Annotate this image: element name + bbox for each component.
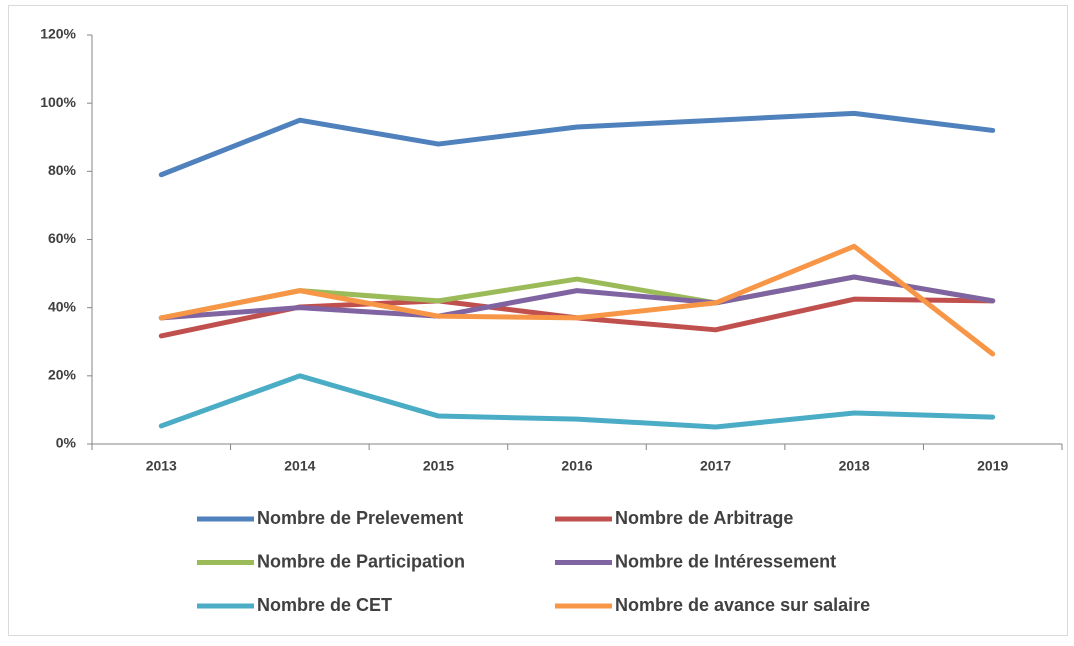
y-tick-label: 0% [56,435,77,451]
x-tick-label: 2014 [284,458,315,474]
legend-label: Nombre de avance sur salaire [615,595,870,615]
y-tick-label: 80% [48,162,77,178]
legend-label: Nombre de CET [257,595,392,615]
legend-label: Nombre de Arbitrage [615,508,793,528]
series-line [158,373,996,430]
chart-border [8,5,1068,636]
y-tick-label: 100% [40,94,76,110]
series-line [158,274,996,321]
x-tick-label: 2017 [700,458,731,474]
x-tick-label: 2018 [839,458,870,474]
y-tick-label: 120% [40,26,76,42]
x-tick-label: 2019 [977,458,1008,474]
series-line [158,243,996,357]
legend-label: Nombre de Prelevement [257,508,463,528]
x-tick-label: 2015 [423,458,454,474]
y-tick-label: 40% [48,298,77,314]
y-tick-label: 60% [48,230,77,246]
legend-label: Nombre de Participation [257,551,465,571]
legend-label: Nombre de Intéressement [615,551,836,571]
series-line [158,110,996,178]
y-tick-label: 20% [48,367,77,383]
x-tick-label: 2016 [561,458,592,474]
x-tick-label: 2013 [146,458,177,474]
